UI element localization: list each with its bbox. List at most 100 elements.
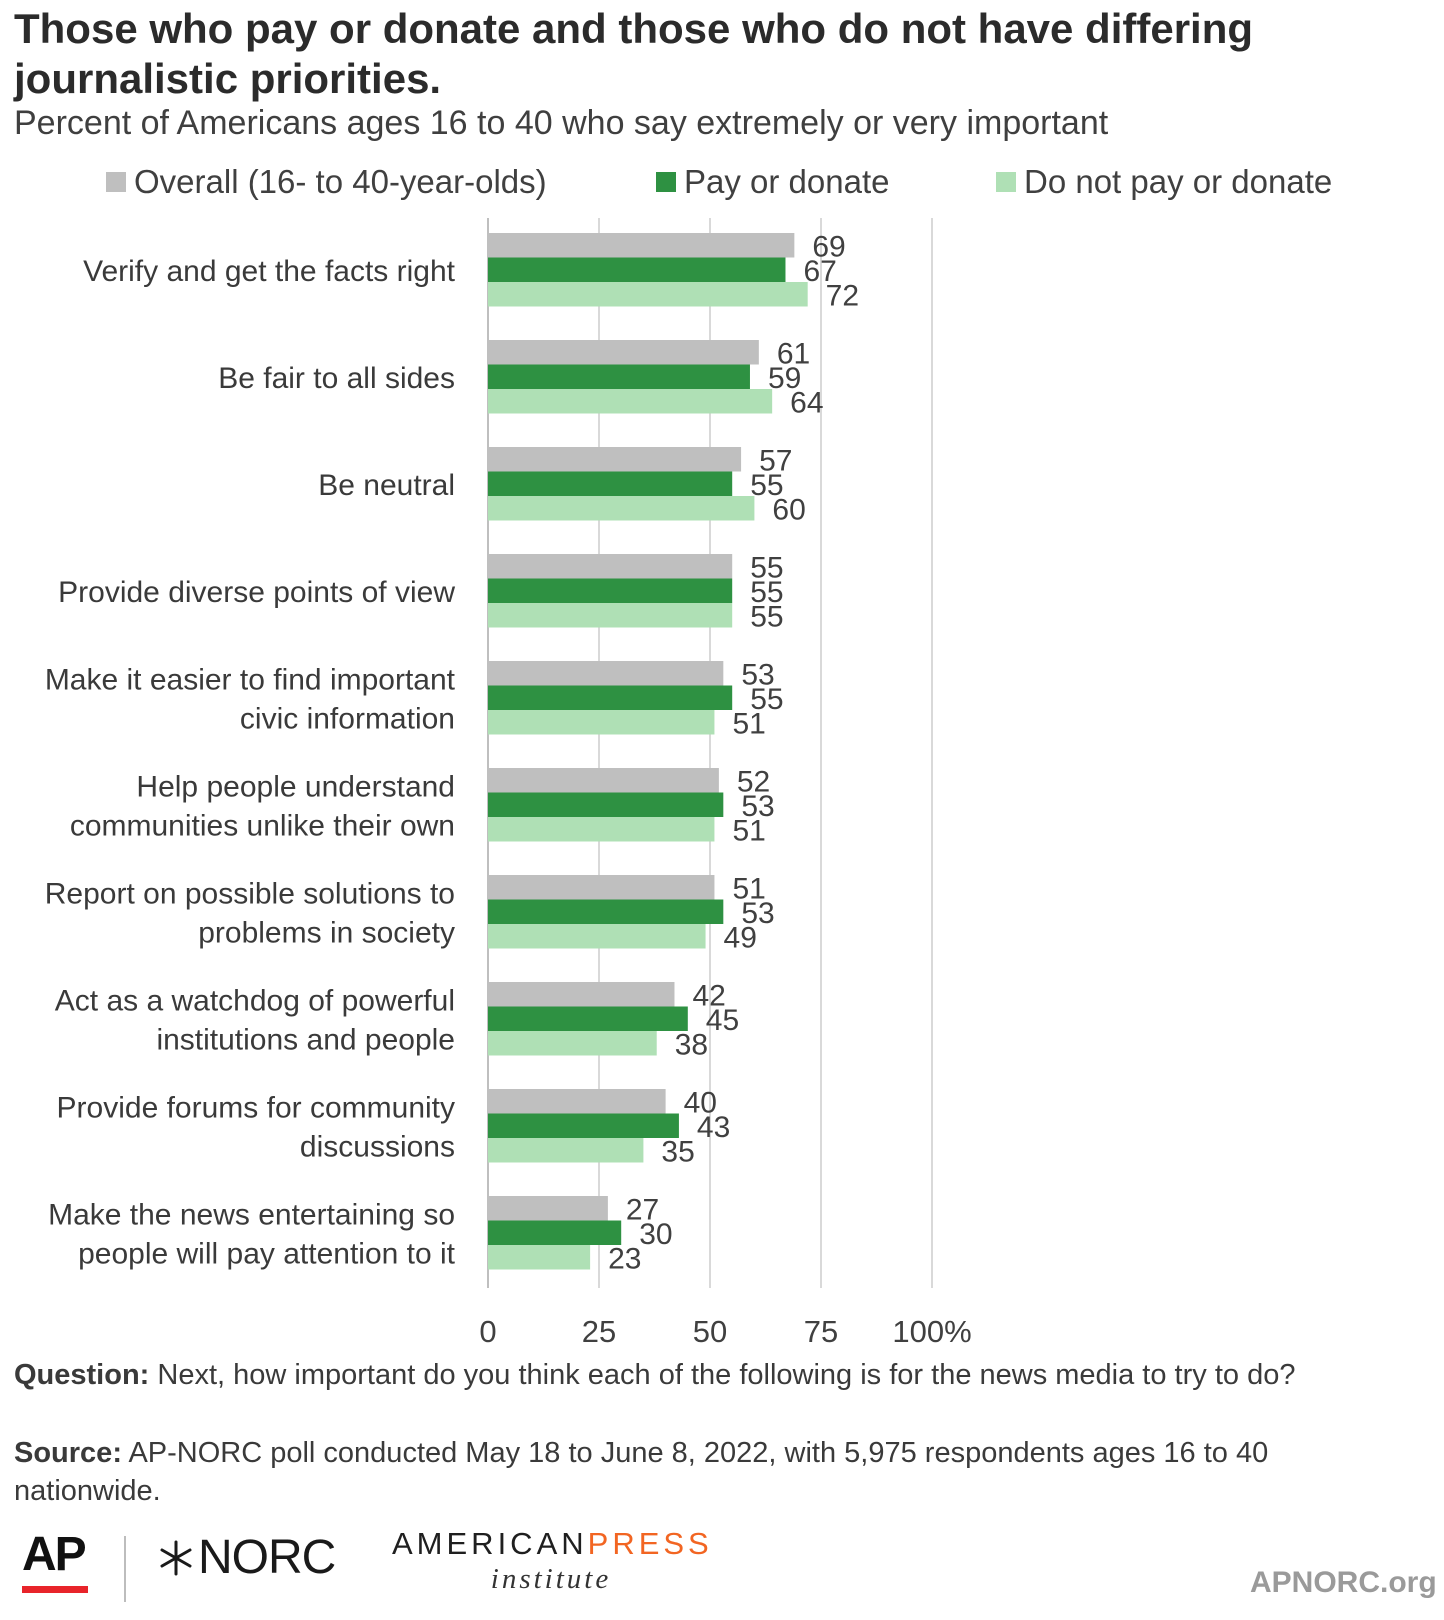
bar [488, 1006, 688, 1031]
category-label: people will pay attention to it [78, 1237, 456, 1270]
ap-logo-text: AP [22, 1528, 87, 1581]
bar [488, 875, 715, 900]
source-note: Source: AP-NORC poll conducted May 18 to… [14, 1434, 1414, 1510]
category-label: Make the news entertaining so [48, 1198, 455, 1231]
data-label: 61 [777, 337, 810, 370]
data-label: 43 [697, 1111, 730, 1144]
source-text: AP-NORC poll conducted May 18 to June 8,… [14, 1437, 1269, 1507]
chart-title: Those who pay or donate and those who do… [14, 5, 1254, 102]
api-logo-american: AMERICAN [392, 1526, 588, 1561]
ap-logo: AP [22, 1528, 88, 1593]
legend-item-pay: Pay or donate [656, 160, 889, 204]
bar [488, 710, 715, 735]
x-tick-label: 50 [693, 1314, 727, 1349]
api-logo-press: PRESS [587, 1526, 713, 1561]
data-label: 57 [759, 444, 792, 477]
category-label: Report on possible solutions to [45, 877, 455, 910]
logo-divider [124, 1536, 126, 1602]
legend-item-nopay: Do not pay or donate [996, 160, 1332, 204]
x-tick-label: 25 [582, 1314, 616, 1349]
bar [488, 817, 715, 842]
bar [488, 603, 733, 628]
chart-subtitle: Percent of Americans ages 16 to 40 who s… [14, 104, 1109, 142]
data-label: 51 [732, 872, 765, 905]
data-label: 45 [706, 1004, 739, 1037]
bar [488, 1220, 622, 1245]
bar [488, 578, 733, 603]
bar [488, 1031, 657, 1056]
data-label: 67 [803, 255, 836, 288]
bar [488, 554, 733, 579]
x-tick-label: 75 [804, 1314, 838, 1349]
bar [488, 685, 733, 710]
legend-label-pay: Pay or donate [684, 163, 890, 200]
data-label: 59 [768, 362, 801, 395]
category-label: problems in society [198, 916, 455, 949]
category-label: communities unlike their own [70, 809, 455, 842]
ap-logo-underline [22, 1586, 88, 1593]
question-note: Question: Next, how important do you thi… [14, 1356, 1414, 1394]
data-label: 40 [684, 1086, 717, 1119]
question-label: Question: [14, 1359, 150, 1391]
data-label: 30 [639, 1218, 672, 1251]
data-label: 51 [732, 707, 765, 740]
legend-label-nopay: Do not pay or donate [1024, 163, 1333, 200]
x-tick-label: 0 [479, 1314, 496, 1349]
category-label: Be fair to all sides [218, 362, 455, 395]
bar [488, 982, 675, 1007]
legend-swatch-overall [106, 172, 126, 192]
bar [488, 389, 773, 414]
bar [488, 282, 808, 307]
category-label: Verify and get the facts right [83, 255, 456, 288]
data-label: 27 [626, 1193, 659, 1226]
norc-logo: NORC [156, 1530, 336, 1585]
data-label: 64 [790, 386, 823, 419]
data-label: 49 [724, 921, 757, 954]
bar-chart: 0 25 50 75 100% Verify and get the facts righ… [45, 218, 972, 1349]
category-label: Make it easier to find important [45, 663, 456, 696]
bar [488, 1196, 608, 1221]
bar [488, 257, 786, 282]
bar [488, 1245, 591, 1270]
legend-label-overall: Overall (16- to 40-year-olds) [134, 163, 547, 200]
data-label: 42 [692, 979, 725, 1012]
category-label: Be neutral [318, 469, 455, 502]
question-text: Next, how important do you think each of… [149, 1359, 1296, 1391]
data-label: 23 [608, 1242, 641, 1275]
data-label: 55 [750, 576, 783, 609]
data-label: 53 [741, 897, 774, 930]
data-label: 60 [772, 493, 805, 526]
bar [488, 1113, 679, 1138]
bar [488, 340, 759, 365]
bar [488, 924, 706, 949]
bar [488, 899, 724, 924]
data-label: 55 [750, 600, 783, 633]
source-label: Source: [14, 1437, 122, 1469]
bar [488, 233, 795, 258]
category-label: Help people understand [136, 770, 455, 803]
bar [488, 471, 733, 496]
bar [488, 1138, 644, 1163]
data-label: 51 [732, 814, 765, 847]
bar [488, 496, 755, 521]
data-label: 72 [826, 279, 859, 312]
bar [488, 447, 742, 472]
legend-swatch-pay [656, 172, 676, 192]
category-label: Provide forums for community [57, 1091, 455, 1124]
bar [488, 1089, 666, 1114]
api-logo-institute: institute [490, 1563, 612, 1595]
bar [488, 661, 724, 686]
data-label: 69 [812, 230, 845, 263]
category-label: discussions [300, 1130, 455, 1163]
category-label: institutions and people [156, 1023, 455, 1056]
norc-logo-text: NORC [198, 1531, 336, 1584]
bar [488, 792, 724, 817]
legend-item-overall: Overall (16- to 40-year-olds) [106, 160, 547, 204]
x-tick-label: 100% [892, 1314, 971, 1349]
bar [488, 768, 719, 793]
legend-swatch-nopay [996, 172, 1016, 192]
api-logo: AMERICANPRESS institute [392, 1526, 710, 1596]
data-label: 52 [737, 765, 770, 798]
data-label: 38 [675, 1028, 708, 1061]
